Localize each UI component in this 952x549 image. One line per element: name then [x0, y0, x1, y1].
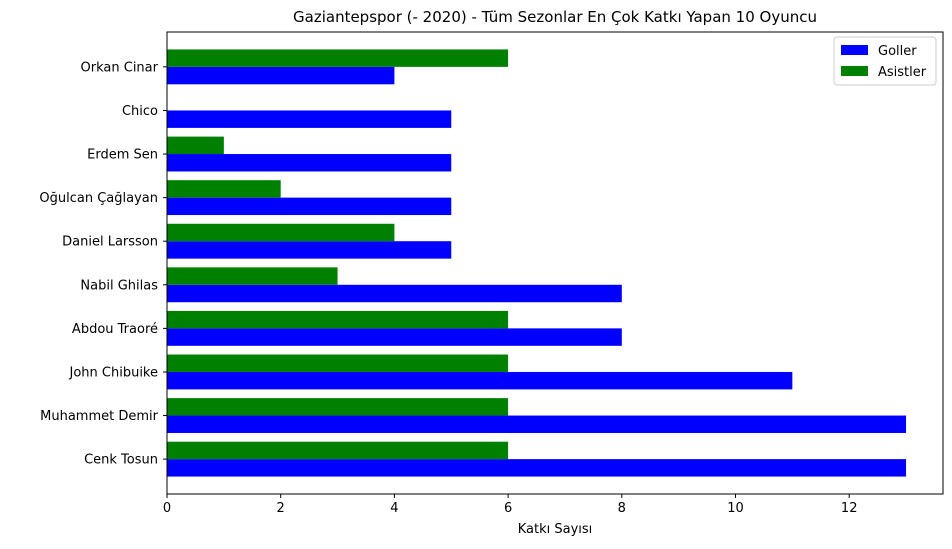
bar-goller [167, 459, 907, 477]
legend-swatch [841, 66, 868, 76]
bar-asistler [167, 354, 509, 372]
x-axis-ticks: 0 2 4 6 8 10 12 [163, 494, 858, 516]
bar-asistler [167, 441, 509, 460]
x-tick-label: 12 [841, 501, 858, 516]
legend-swatch [841, 45, 868, 55]
y-tick-label: Erdem Sen [87, 148, 158, 163]
bar-goller [167, 110, 452, 128]
y-tick-label: Oğulcan Çağlayan [39, 191, 158, 206]
bar-asistler [167, 180, 281, 198]
bar-asistler [167, 49, 509, 67]
bar-goller [167, 328, 622, 346]
y-tick-label: Abdou Traoré [72, 322, 158, 337]
y-tick-label: John Chibuike [69, 365, 159, 380]
bar-asistler [167, 398, 509, 416]
y-axis-ticks: Cenk Tosun Muhammet Demir John Chibuike Abd… [39, 60, 167, 468]
x-tick-label: 0 [163, 501, 171, 516]
legend: Goller Asistler [833, 36, 937, 86]
x-tick-label: 4 [390, 501, 398, 516]
x-tick-label: 6 [504, 501, 512, 516]
x-axis-label: Katkı Sayısı [518, 522, 593, 537]
bar-goller [167, 284, 622, 303]
y-tick-label: Chico [122, 104, 158, 119]
bar-goller [167, 371, 793, 390]
bar-goller [167, 154, 452, 172]
bar-goller [167, 66, 395, 85]
bar-asistler [167, 267, 338, 285]
bars-group [167, 49, 907, 477]
bar-asistler [167, 223, 395, 242]
bar-goller [167, 197, 452, 216]
chart-title: Gaziantepspor (- 2020) - Tüm Sezonlar En… [293, 8, 817, 26]
bar-goller [167, 241, 452, 259]
plot-frame [166, 31, 944, 495]
x-tick-label: 2 [277, 501, 285, 516]
legend-label: Asistler [878, 65, 927, 80]
y-tick-label: Nabil Ghilas [80, 278, 158, 293]
bar-asistler [167, 136, 224, 155]
bar-goller [167, 415, 907, 433]
bar-asistler [167, 310, 509, 329]
y-tick-label: Daniel Larsson [62, 235, 158, 250]
x-tick-label: 8 [618, 501, 626, 516]
y-tick-label: Muhammet Demir [40, 409, 158, 424]
legend-label: Goller [878, 44, 917, 59]
y-tick-label: Cenk Tosun [84, 453, 158, 468]
y-tick-label: Orkan Cinar [81, 60, 159, 75]
x-tick-label: 10 [727, 501, 744, 516]
